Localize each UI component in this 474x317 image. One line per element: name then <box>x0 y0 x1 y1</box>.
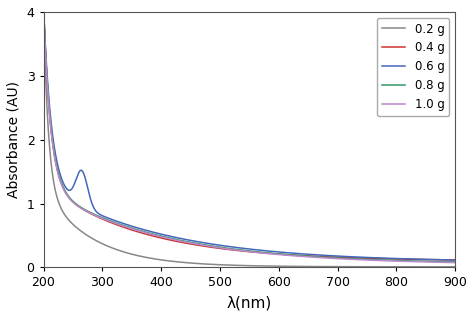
0.6 g <box>140 228 146 231</box>
0.2 g <box>231 263 237 267</box>
0.6 g <box>452 258 458 262</box>
0.8 g <box>452 260 458 264</box>
0.2 g <box>182 261 188 264</box>
0.4 g <box>256 251 262 255</box>
1.0 g <box>231 248 237 252</box>
0.2 g <box>374 265 380 268</box>
0.8 g <box>41 10 46 14</box>
0.8 g <box>374 258 380 262</box>
0.8 g <box>182 239 188 243</box>
1.0 g <box>256 251 262 255</box>
0.8 g <box>446 260 452 264</box>
0.8 g <box>256 250 262 254</box>
1.0 g <box>446 261 452 264</box>
Line: 0.2 g: 0.2 g <box>44 12 455 267</box>
Line: 0.6 g: 0.6 g <box>44 12 455 260</box>
0.6 g <box>256 248 262 252</box>
0.4 g <box>452 258 458 262</box>
0.2 g <box>446 265 452 269</box>
1.0 g <box>41 10 46 14</box>
Y-axis label: Absorbance (AU): Absorbance (AU) <box>7 81 21 198</box>
1.0 g <box>140 230 146 234</box>
0.2 g <box>41 10 46 14</box>
0.2 g <box>256 264 262 268</box>
0.4 g <box>182 241 188 245</box>
1.0 g <box>374 259 380 262</box>
0.6 g <box>446 258 452 262</box>
0.6 g <box>182 237 188 241</box>
0.6 g <box>41 10 46 14</box>
Line: 1.0 g: 1.0 g <box>44 12 455 262</box>
0.6 g <box>374 256 380 260</box>
Line: 0.8 g: 0.8 g <box>44 12 455 262</box>
0.4 g <box>41 10 46 14</box>
0.8 g <box>231 247 237 251</box>
0.4 g <box>231 248 237 252</box>
1.0 g <box>452 261 458 264</box>
0.8 g <box>140 230 146 233</box>
X-axis label: λ(nm): λ(nm) <box>227 295 272 310</box>
Line: 0.4 g: 0.4 g <box>44 12 455 260</box>
0.4 g <box>374 257 380 261</box>
0.4 g <box>140 231 146 235</box>
0.6 g <box>231 245 237 249</box>
1.0 g <box>182 240 188 244</box>
Legend: 0.2 g, 0.4 g, 0.6 g, 0.8 g, 1.0 g: 0.2 g, 0.4 g, 0.6 g, 0.8 g, 1.0 g <box>377 18 449 116</box>
0.2 g <box>140 255 146 259</box>
0.2 g <box>452 265 458 269</box>
0.4 g <box>446 258 452 262</box>
